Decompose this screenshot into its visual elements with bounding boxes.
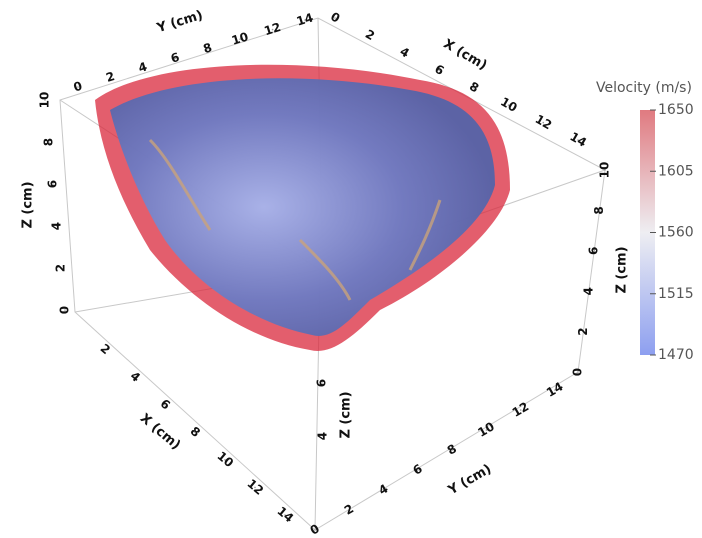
colorbar-tick-label: 1605 xyxy=(658,163,694,179)
axis-tick-label: 0 xyxy=(58,306,72,314)
axis-tick-label: 4 xyxy=(581,287,595,295)
axis-tick-label: 6 xyxy=(158,396,173,412)
axis-tick-label: 10 xyxy=(598,162,612,179)
axis-tick-label: 2 xyxy=(98,341,113,357)
colorbar-tick-label: 1560 xyxy=(658,225,694,241)
axis-tick-label: 12 xyxy=(533,112,554,132)
axis-tick-label: 12 xyxy=(244,476,266,497)
axis-tick-label: 8 xyxy=(592,206,606,214)
axis-label: X (cm) xyxy=(137,411,183,453)
axis-tick-label: 6 xyxy=(587,247,601,255)
axis-tick-label: 4 xyxy=(376,481,390,497)
axis-tick-label: 14 xyxy=(295,10,315,28)
axis-tick-label: 6 xyxy=(432,62,446,78)
axis-tick-label: 8 xyxy=(42,138,56,146)
axis-label: Z (cm) xyxy=(615,246,630,293)
axis-tick-label: 2 xyxy=(576,327,590,335)
colorbar-tick-label: 1515 xyxy=(658,286,694,302)
axis-label: Z (cm) xyxy=(21,181,36,228)
axis-tick-label: 0 xyxy=(328,9,342,25)
axis-tick-label: 6 xyxy=(169,50,181,66)
axis-tick-label: 6 xyxy=(410,461,424,477)
axis-tick-label: 4 xyxy=(316,432,330,440)
axis-tick-label: 2 xyxy=(342,501,356,517)
axis-tick-label: 4 xyxy=(137,59,149,75)
axis-label: Y (cm) xyxy=(445,462,494,499)
axis-tick-label: 6 xyxy=(46,180,60,188)
scene: Velocity (m/s) 1470151515601605165002468… xyxy=(0,0,702,538)
axis-tick-label: 14 xyxy=(568,129,589,149)
axis-tick-label: 14 xyxy=(274,504,296,525)
axis-tick-label: 4 xyxy=(398,44,412,60)
axis-label: Z (cm) xyxy=(339,391,354,438)
axis-label: Y (cm) xyxy=(154,8,204,36)
axis-tick-label: 2 xyxy=(54,264,68,272)
axis-tick-label: 8 xyxy=(202,40,214,56)
axis-tick-label: 4 xyxy=(128,369,143,385)
axis-tick-label: 8 xyxy=(467,79,481,95)
axis-tick-label: 10 xyxy=(214,449,236,470)
axis-tick-label: 10 xyxy=(498,94,519,114)
axis-tick-label: 12 xyxy=(262,20,282,38)
axis-tick-label: 8 xyxy=(188,424,203,440)
axis-tick-label: 0 xyxy=(571,368,585,376)
axis-tick-label: 10 xyxy=(38,92,52,109)
axis-tick-label: 2 xyxy=(363,27,377,43)
axis-label: X (cm) xyxy=(441,37,490,74)
axis-tick-label: 10 xyxy=(230,30,250,48)
axis-tick-label: 2 xyxy=(104,69,116,85)
page: Velocity (m/s) 1470151515601605165002468… xyxy=(0,0,702,538)
colorbar-tick-label: 1650 xyxy=(658,102,694,118)
axis-tick-label: 6 xyxy=(315,379,329,387)
axis-tick-label: 8 xyxy=(445,441,459,457)
colorbar-tick-label: 1470 xyxy=(658,347,694,363)
axis-tick-label: 0 xyxy=(308,521,322,537)
axis-tick-label: 4 xyxy=(50,222,64,230)
colorbar-title: Velocity (m/s) xyxy=(596,80,692,96)
axis-tick-label: 0 xyxy=(72,79,84,95)
volume-rendering xyxy=(95,65,510,351)
axis-tick-label: 14 xyxy=(544,379,565,399)
